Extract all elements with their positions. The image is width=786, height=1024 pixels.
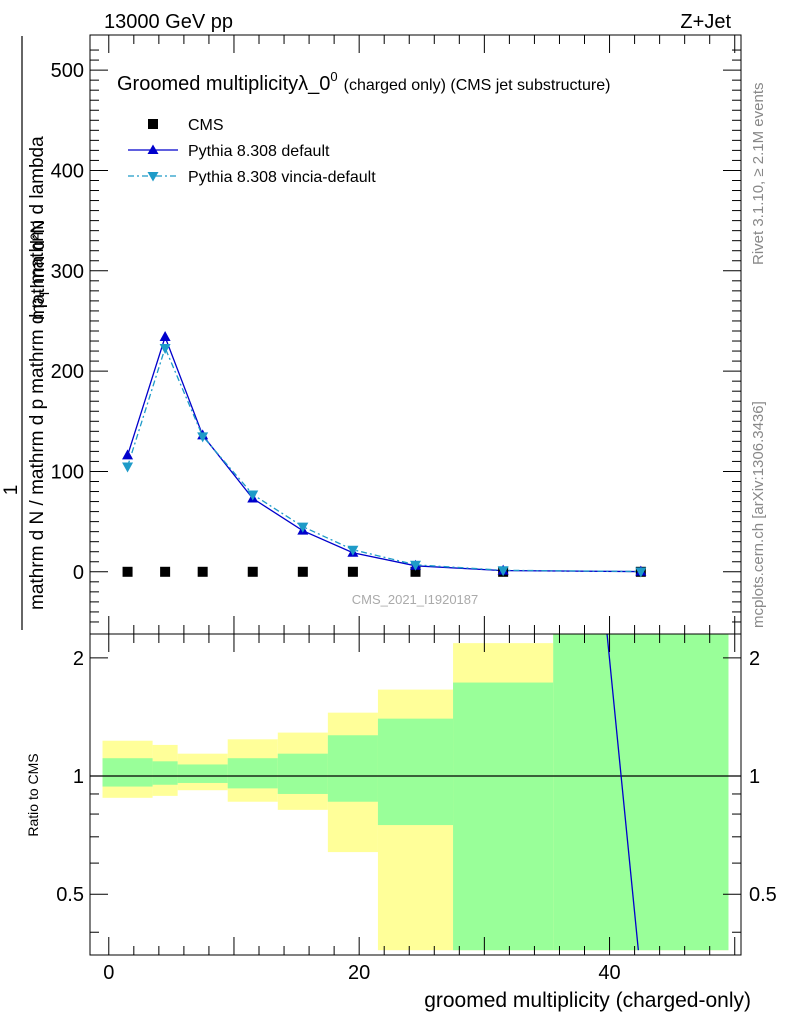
- ratio-inner-band: [152, 761, 178, 785]
- cms-data-point: [347, 566, 358, 577]
- cms-data-point: [410, 566, 421, 577]
- ratio-lines: [90, 633, 741, 951]
- ratio-inner-band: [177, 764, 228, 783]
- legend-marker-cms: [148, 119, 158, 129]
- main-y-tick-label: 400: [51, 160, 84, 182]
- main-title-note: (charged only) (CMS jet substructure): [344, 77, 611, 94]
- ylabel-denominator-tail: mathrm d lambda: [27, 136, 48, 284]
- ylabel-denominator-p: mathrm d p: [27, 298, 48, 394]
- ratio-plot-panel: 0.5 0.51 12 20 20 40 Ratio to CMS groomed mul…: [25, 633, 777, 1012]
- ylabel-denominator: mathrm d N / mathrm d p mathrm d pTmathrm…: [27, 136, 52, 610]
- ratio-inner-band: [102, 758, 153, 787]
- ratio-bands: [102, 634, 729, 951]
- x-tick-label: 0: [103, 962, 114, 984]
- ratio-inner-band: [553, 634, 729, 951]
- main-y-tick-label: 0: [73, 562, 84, 584]
- header-process-label: Z+Jet: [680, 11, 731, 33]
- header-energy-label: 13000 GeV pp: [104, 11, 233, 33]
- vincia-data-point: [347, 545, 359, 556]
- ylabel-denominator-frac: mathrm d N / mathrm d p: [27, 399, 48, 610]
- main-y-tick-labels: 0 100 200 300 400 500: [51, 60, 84, 584]
- ratio-inner-band: [453, 682, 554, 951]
- main-plot-panel: 0 100 200 300 400 500 CMS_2021_I1920187 Groom…: [51, 34, 742, 635]
- main-y-tick-label: 200: [51, 361, 84, 383]
- vincia-data-point: [410, 560, 421, 571]
- ratio-inner-band: [327, 735, 378, 802]
- vincia-data-point: [497, 566, 509, 577]
- series-line-default: [126, 335, 641, 573]
- legend-label-cms: CMS: [188, 117, 224, 134]
- vincia-data-point: [247, 490, 259, 501]
- legend-marker-default: [147, 144, 159, 154]
- ratio-inner-band: [377, 718, 454, 826]
- mcplots-reference-label: mcplots.cern.ch [arXiv:1306.3436]: [750, 401, 767, 628]
- legend-label-default: Pythia 8.308 default: [188, 143, 330, 160]
- default-data-point: [122, 449, 134, 460]
- ratio-y-tick-label-right: 0.5: [749, 884, 777, 906]
- main-axis-ticks: [90, 35, 741, 634]
- cms-data-point: [197, 566, 208, 577]
- cms-data-point: [160, 566, 171, 577]
- vincia-data-point: [159, 344, 171, 355]
- default-data-point: [159, 331, 171, 342]
- main-title: Groomed multiplicityλ_00 (charged only) (…: [117, 69, 610, 95]
- vincia-data-point: [297, 522, 309, 533]
- rivet-version-label: Rivet 3.1.10, ≥ 2.1M events: [750, 83, 767, 266]
- vincia-data-point: [197, 432, 209, 443]
- legend-marker-vincia: [147, 172, 159, 182]
- ratio-axis-ticks: [90, 634, 741, 955]
- main-y-axis-label: mathrm d²N 1 mathrm d N / mathrm d pmath…: [1, 36, 52, 630]
- x-tick-label: 20: [348, 962, 370, 984]
- analysis-watermark: CMS_2021_I1920187: [352, 592, 479, 607]
- ratio-y-tick-label-right: 2: [749, 648, 760, 670]
- ratio-plot-frame: [89, 633, 742, 956]
- cms-data-point: [297, 566, 308, 577]
- ratio-y-axis-label: Ratio to CMS: [25, 753, 41, 836]
- ylabel-numerator-text: mathrm d²N: [28, 220, 49, 320]
- ratio-default-line: [606, 633, 639, 951]
- ratio-y-tick-label: 0.5: [56, 884, 84, 906]
- main-series-layer: [122, 331, 647, 578]
- ratio-y-tick-label: 1: [73, 766, 84, 788]
- main-title-superscript: 0: [330, 69, 337, 84]
- vincia-data-point: [122, 462, 134, 473]
- main-y-tick-label: 100: [51, 461, 84, 483]
- ratio-inner-band: [227, 758, 278, 789]
- main-title-text: Groomed multiplicityλ_0: [117, 73, 330, 95]
- main-y-tick-label: 300: [51, 261, 84, 283]
- legend: CMS Pythia 8.308 default Pythia 8.308 vi…: [128, 117, 376, 186]
- main-y-tick-label: 500: [51, 60, 84, 82]
- ratio-y-tick-label-right: 1: [749, 766, 760, 788]
- ratio-inner-band: [277, 753, 328, 794]
- ratio-y-tick-label: 2: [73, 648, 84, 670]
- vincia-data-point: [635, 567, 647, 578]
- ylabel-numerator: mathrm d²N: [28, 220, 49, 320]
- x-axis-label: groomed multiplicity (charged-only): [424, 989, 751, 1012]
- legend-label-vincia: Pythia 8.308 vincia-default: [188, 169, 376, 186]
- ylabel-subscript-t: T: [36, 289, 52, 298]
- x-tick-label: 40: [598, 962, 620, 984]
- cms-data-point: [247, 566, 258, 577]
- ratio-tick-labels: 0.5 0.51 12 20 20 40: [56, 648, 777, 984]
- series-line-vincia: [126, 346, 641, 573]
- ylabel-one: 1: [1, 485, 22, 496]
- cms-data-point: [122, 566, 133, 577]
